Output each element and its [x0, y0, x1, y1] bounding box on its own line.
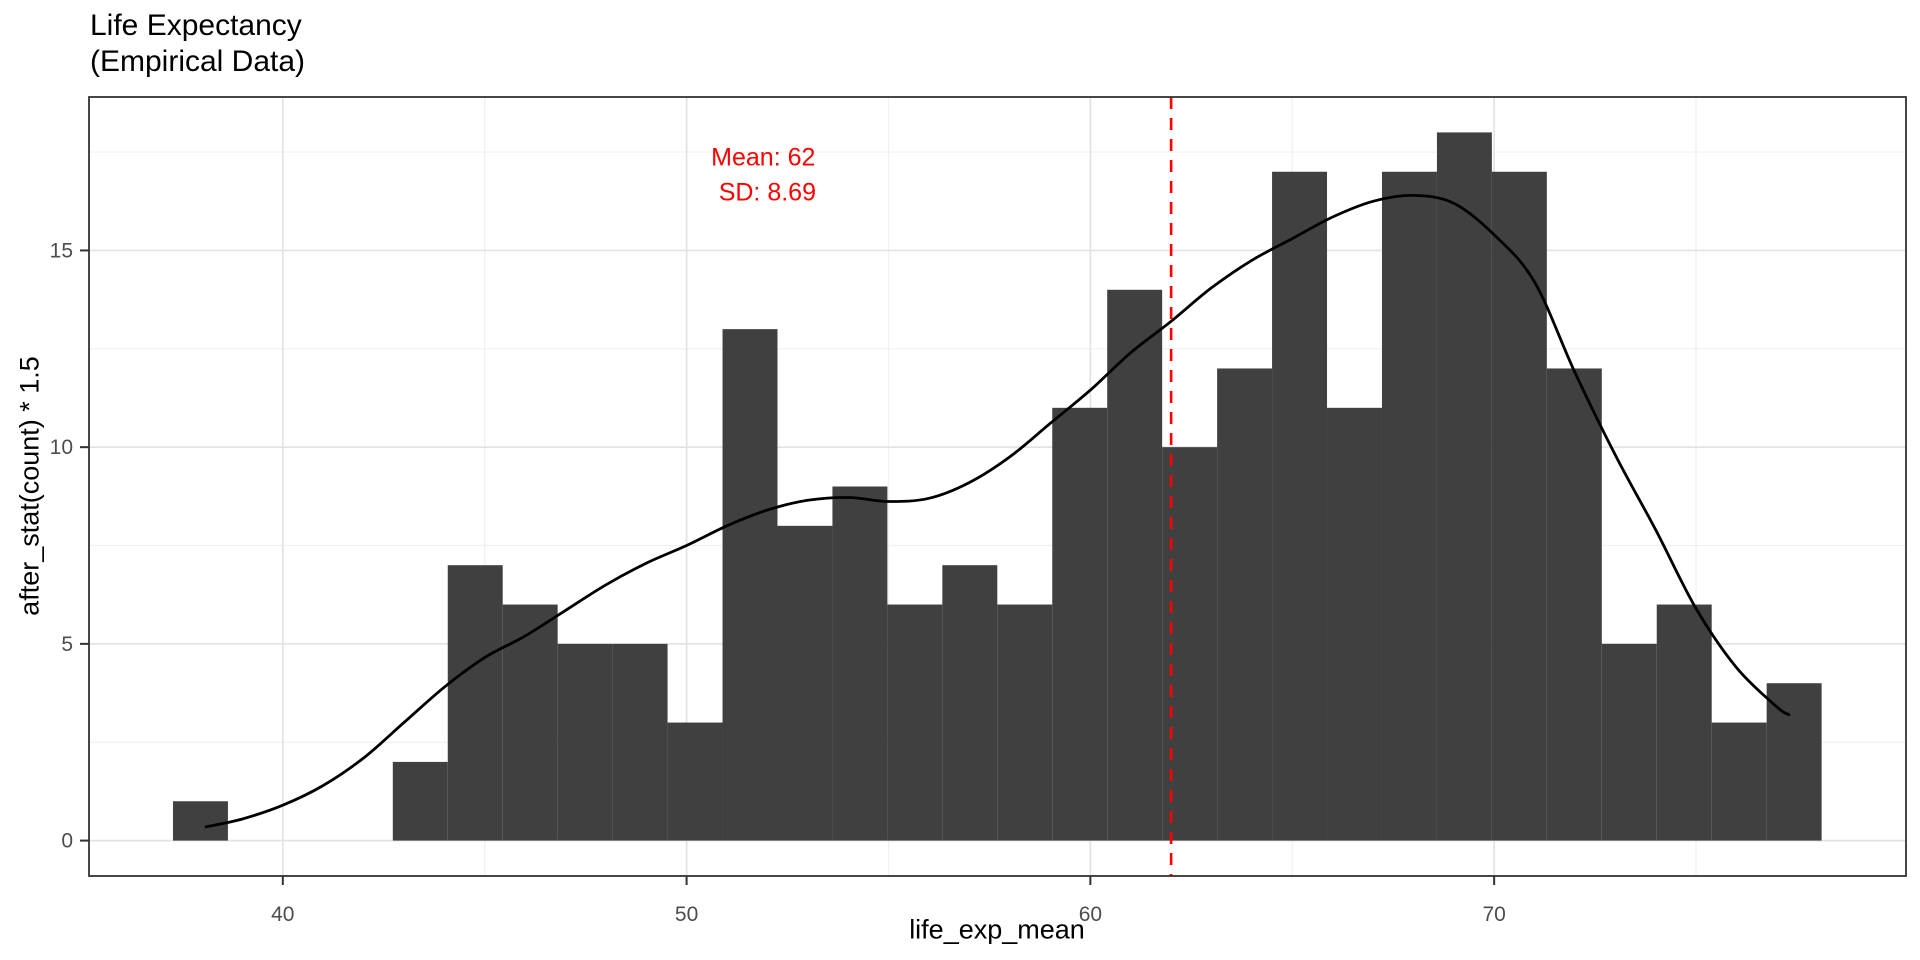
x-axis-title: life_exp_mean — [909, 914, 1085, 945]
histogram-bar — [502, 604, 558, 841]
histogram-bar — [1052, 407, 1108, 841]
sd-annotation: SD: 8.69 — [718, 178, 816, 207]
panel-border — [88, 96, 1907, 877]
x-tick-label: 40 — [271, 903, 294, 926]
histogram-bar — [722, 329, 778, 841]
plot-title-line2: (Empirical Data) — [90, 45, 306, 78]
histogram-bar — [447, 565, 503, 841]
histogram-bar — [1546, 368, 1602, 841]
histogram-bar — [1711, 722, 1767, 841]
histogram-bar — [1491, 171, 1547, 841]
mean-annotation: Mean: 62 — [711, 143, 816, 172]
y-tick-label: 0 — [61, 830, 73, 853]
histogram-bar — [667, 722, 723, 841]
y-tick-label: 15 — [50, 239, 73, 262]
histogram-bar — [1656, 604, 1712, 841]
y-axis-title: after_stat(count) * 1.5 — [14, 356, 45, 616]
histogram-bar — [997, 604, 1053, 841]
histogram-bar — [612, 643, 668, 841]
histogram-bar — [777, 525, 833, 841]
histogram-bar — [557, 643, 613, 841]
histogram-bar — [1601, 643, 1657, 841]
x-tick-label: 50 — [675, 903, 698, 926]
y-tick-label: 10 — [50, 436, 73, 459]
x-tick-label: 60 — [1079, 903, 1102, 926]
histogram-bar — [942, 565, 998, 841]
x-tick-label: 70 — [1482, 903, 1505, 926]
histogram-bar — [1327, 407, 1382, 841]
density-curve — [204, 193, 1791, 829]
histogram-bar — [887, 604, 943, 841]
histogram-bar — [1107, 289, 1163, 841]
histogram-bar — [1436, 132, 1492, 841]
histogram-bar — [392, 761, 448, 841]
histogram-bar — [1217, 368, 1273, 841]
y-tick-label: 5 — [61, 633, 73, 656]
histogram-bar — [832, 486, 888, 841]
histogram-bar — [172, 801, 228, 841]
histogram-bar — [1766, 683, 1822, 841]
plot-title-line1: Life Expectancy — [90, 9, 302, 42]
histogram-bar — [1381, 171, 1437, 841]
histogram-bar — [1272, 171, 1328, 841]
